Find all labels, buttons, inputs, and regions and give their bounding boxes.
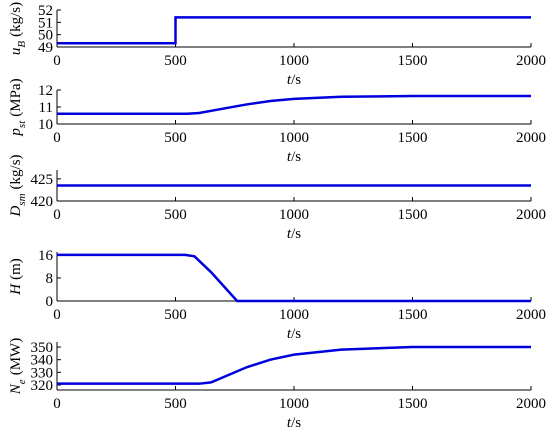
x-tick-label: 1000: [279, 307, 309, 323]
x-axis-label: t/s: [287, 149, 301, 165]
y-label-subscript: e: [16, 379, 28, 384]
x-tick-label: 0: [53, 53, 61, 69]
x-axis-label: t/s: [287, 72, 301, 88]
y-label-symbol: p: [8, 128, 24, 137]
y-tick-label: 12: [38, 83, 53, 99]
x-label-symbol: t: [287, 326, 292, 342]
y-axis-label: Ne (MW): [8, 338, 28, 395]
x-tick-label: 1500: [398, 396, 428, 412]
y-axis-label: uB (kg/s): [8, 2, 28, 55]
data-line: [57, 253, 531, 303]
x-tick-label: 500: [164, 307, 187, 323]
x-tick-label: 2000: [516, 207, 546, 223]
x-label-symbol: t: [287, 226, 292, 242]
x-tick-label: 500: [164, 396, 187, 412]
x-tick-label: 1500: [398, 307, 428, 323]
y-axis-label: H (m): [8, 258, 24, 296]
x-label-unit: /s: [291, 415, 301, 431]
x-tick-label: 0: [53, 396, 61, 412]
y-tick-label: 330: [31, 365, 54, 381]
y-label-symbol: u: [8, 48, 24, 56]
y-tick-label: 320: [31, 378, 54, 394]
x-label-symbol: t: [287, 149, 292, 165]
y-label-symbol: N: [8, 383, 24, 395]
y-tick-label: 8: [46, 271, 54, 287]
y-tick-label: 11: [39, 100, 53, 116]
x-tick-label: 2000: [516, 53, 546, 69]
y-tick-label: 52: [38, 3, 53, 19]
x-tick-label: 1000: [279, 53, 309, 69]
x-tick-label: 0: [53, 207, 61, 223]
y-tick-label: 49: [38, 40, 53, 56]
y-label-unit: (m): [8, 258, 24, 280]
x-tick-label: 1000: [279, 396, 309, 412]
x-axis-label: t/s: [287, 415, 301, 431]
y-tick-label: 10: [38, 117, 53, 133]
x-label-unit: /s: [291, 72, 301, 88]
x-axis-label: t/s: [287, 326, 301, 342]
x-label-unit: /s: [291, 226, 301, 242]
y-label-unit: (MW): [8, 338, 24, 376]
x-tick-label: 2000: [516, 396, 546, 412]
y-label-symbol: D: [8, 206, 24, 218]
x-tick-label: 500: [164, 207, 187, 223]
x-label-symbol: t: [287, 72, 292, 88]
y-label-unit: (MPa): [8, 78, 24, 116]
y-axis-label: Dsm (kg/s): [8, 154, 28, 217]
x-tick-label: 1000: [279, 130, 309, 146]
data-line: [57, 16, 531, 45]
x-label-symbol: t: [287, 415, 292, 431]
x-label-unit: /s: [291, 326, 301, 342]
y-tick-label: 350: [31, 340, 54, 356]
data-line: [57, 345, 531, 385]
y-tick-label: 16: [38, 248, 54, 264]
y-tick-label: 340: [31, 353, 54, 369]
y-label-subscript: st: [16, 120, 28, 128]
x-tick-label: 500: [164, 130, 187, 146]
y-tick-label: 420: [31, 194, 54, 210]
x-tick-label: 1500: [398, 53, 428, 69]
data-line: [57, 94, 531, 116]
y-label-subscript: B: [16, 41, 28, 48]
x-tick-label: 1500: [398, 130, 428, 146]
x-label-unit: /s: [291, 149, 301, 165]
y-tick-label: 0: [46, 294, 54, 310]
y-tick-label: 51: [38, 15, 53, 31]
x-tick-label: 1500: [398, 207, 428, 223]
x-tick-label: 2000: [516, 307, 546, 323]
x-tick-label: 500: [164, 53, 187, 69]
y-label-symbol: H: [8, 283, 24, 296]
x-tick-label: 2000: [516, 130, 546, 146]
y-label-subscript: sm: [16, 193, 28, 205]
x-tick-label: 0: [53, 130, 61, 146]
x-tick-label: 1000: [279, 207, 309, 223]
x-axis-label: t/s: [287, 226, 301, 242]
x-tick-label: 0: [53, 307, 61, 323]
y-label-unit: (kg/s): [8, 2, 24, 37]
y-label-unit: (kg/s): [8, 154, 24, 189]
y-axis-label: pst (MPa): [8, 78, 28, 136]
y-tick-label: 50: [38, 28, 53, 44]
y-tick-label: 425: [31, 172, 54, 188]
